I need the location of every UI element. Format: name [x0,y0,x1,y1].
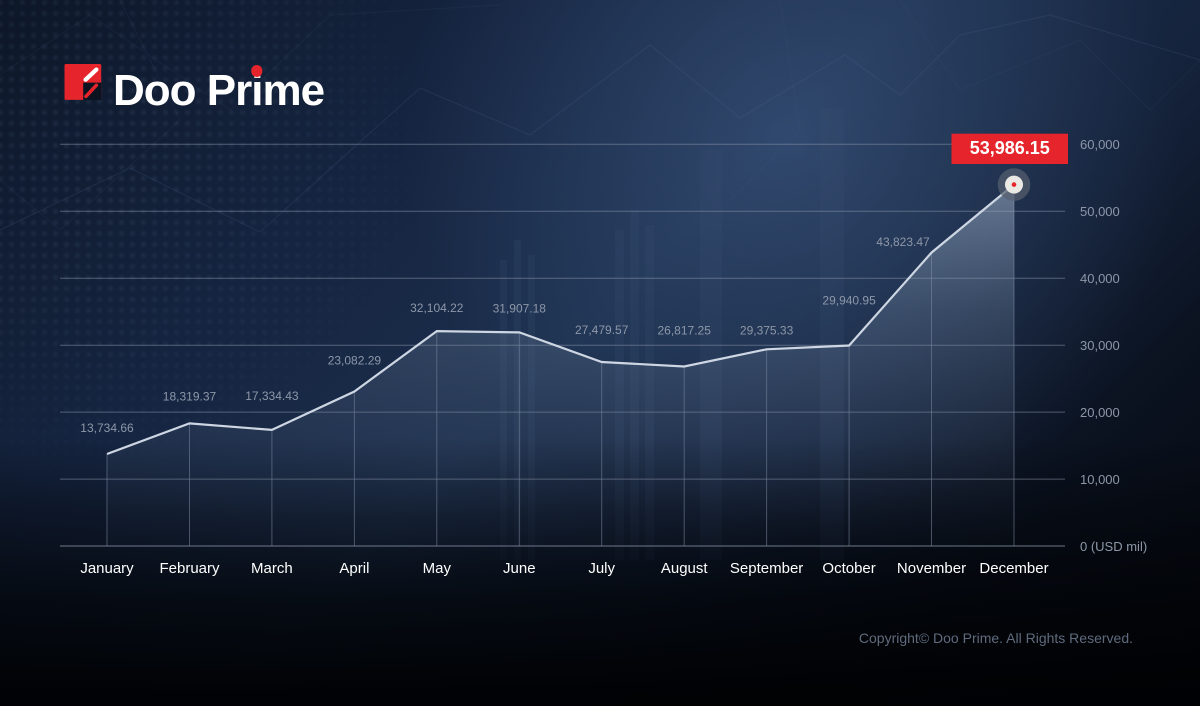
svg-text:July: July [588,560,615,577]
svg-text:40,000: 40,000 [1080,271,1120,286]
svg-text:February: February [159,560,220,577]
svg-text:18,319.37: 18,319.37 [163,389,217,403]
svg-text:November: November [897,560,966,577]
svg-text:June: June [503,560,536,577]
svg-text:32,104.22: 32,104.22 [410,301,464,315]
svg-text:May: May [423,560,452,577]
svg-text:April: April [339,560,369,577]
svg-text:10,000: 10,000 [1080,472,1120,487]
svg-text:January: January [80,560,134,577]
svg-text:March: March [251,560,293,577]
svg-text:30,000: 30,000 [1080,338,1120,353]
svg-text:23,082.29: 23,082.29 [328,354,382,368]
svg-text:26,817.25: 26,817.25 [658,324,712,338]
svg-text:September: September [730,560,803,577]
svg-text:0 (USD mil): 0 (USD mil) [1080,539,1147,554]
svg-text:29,375.33: 29,375.33 [740,323,794,337]
svg-text:17,334.43: 17,334.43 [245,389,299,403]
svg-text:October: October [822,560,875,577]
svg-text:20,000: 20,000 [1080,405,1120,420]
svg-text:August: August [661,560,709,577]
svg-text:31,907.18: 31,907.18 [493,301,547,315]
svg-text:50,000: 50,000 [1080,204,1120,219]
svg-text:13,734.66: 13,734.66 [80,421,134,435]
svg-text:29,940.95: 29,940.95 [822,294,876,308]
svg-text:December: December [979,560,1048,577]
svg-text:60,000: 60,000 [1080,137,1120,152]
svg-text:27,479.57: 27,479.57 [575,323,629,337]
svg-text:43,823.47: 43,823.47 [876,235,930,249]
svg-text:Copyright© Doo Prime. All Righ: Copyright© Doo Prime. All Rights Reserve… [859,630,1133,646]
svg-text:53,986.15: 53,986.15 [970,138,1050,158]
